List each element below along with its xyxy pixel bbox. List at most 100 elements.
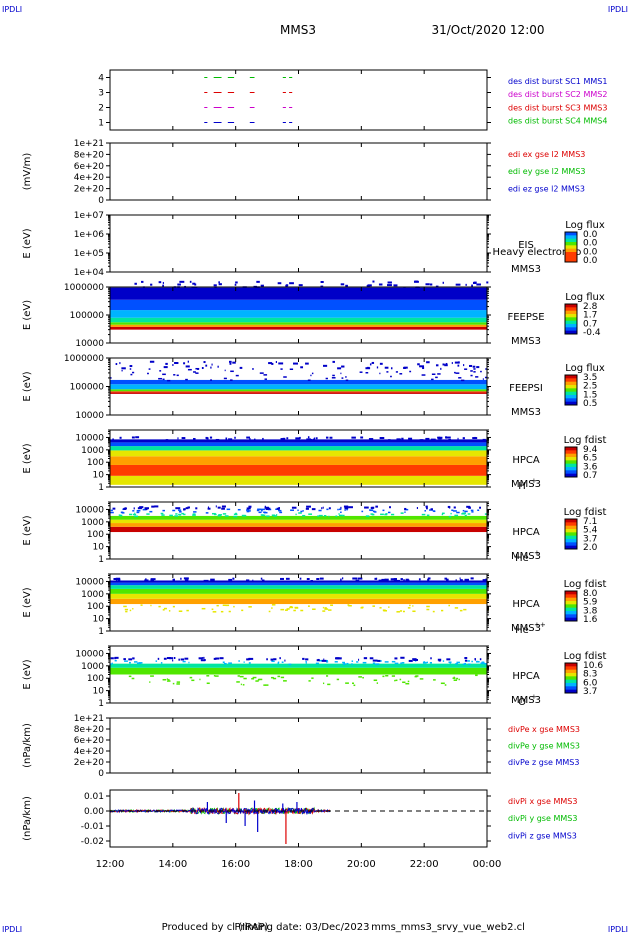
spectrogram-speck (284, 659, 286, 662)
spectrogram-speck (110, 509, 113, 512)
spectrogram-speck (456, 677, 459, 680)
spectrogram-speck (240, 683, 242, 686)
colorbar-title: Log flux (565, 220, 605, 231)
spectrogram-speck (249, 438, 251, 441)
colorbar-tick-label: 0.5 (583, 399, 597, 409)
spectrogram-speck (340, 506, 342, 509)
spectrogram-speck (343, 505, 349, 508)
spectrogram-speck (221, 507, 225, 510)
spectrogram-speck (387, 281, 392, 284)
spectrogram-speck (473, 281, 477, 284)
spectrogram-speck (313, 437, 316, 440)
panel-frame (109, 142, 488, 201)
spectrogram-speck (319, 577, 324, 580)
spectrogram-speck (187, 368, 192, 371)
panel-frame (109, 214, 488, 273)
panel-frame (109, 789, 488, 848)
spectrogram-speck (177, 437, 179, 440)
spectrogram-speck (484, 663, 488, 665)
colorbar-frame (564, 446, 578, 478)
corner-label-bottom-right: IPDLI (608, 925, 628, 934)
spectrogram-speck (429, 661, 432, 664)
colorbar-swatch (565, 673, 577, 677)
spectrogram-speck (230, 580, 233, 583)
spectrogram-speck (212, 611, 217, 613)
spectrogram-speck (416, 507, 418, 510)
spectrogram-speck (260, 284, 264, 287)
colorbar-swatch (565, 457, 577, 461)
spectrogram-speck (400, 656, 405, 659)
spectrogram-speck (211, 608, 214, 611)
spectrogram-speck (445, 436, 447, 439)
colorbar-tick-label: 0.0 (583, 239, 598, 249)
colorbar-swatch (565, 607, 577, 612)
spectrogram-speck (385, 674, 389, 677)
spectrogram-speck (134, 282, 137, 285)
spectrogram-speck (203, 656, 205, 659)
colorbar-swatch (565, 235, 577, 240)
spectrogram-speck (271, 362, 274, 365)
spectrogram-speck (466, 505, 470, 508)
spectrogram-speck (336, 678, 340, 681)
spectrogram-speck (300, 510, 303, 513)
spectrogram-speck (205, 512, 209, 514)
spectrogram-speck (265, 684, 269, 686)
spectrogram-speck (146, 513, 150, 515)
spectrogram-speck (291, 506, 297, 509)
spectrogram-speck (482, 438, 486, 441)
spectrogram-speck (273, 658, 277, 661)
spectrogram-speck (388, 606, 390, 608)
colorbar-swatch (565, 519, 577, 523)
colorbar-title: Log fdist (564, 579, 607, 590)
spectrogram-speck (110, 657, 114, 660)
spectrogram-speck (124, 660, 128, 662)
spectrogram-speck (345, 376, 347, 378)
spectrogram-speck (335, 515, 338, 517)
spectrogram-speck (457, 361, 460, 364)
spectrogram-speck (369, 657, 374, 660)
spectrogram-speck (307, 379, 311, 381)
y-tick-label: 1000 (81, 662, 104, 672)
spectrogram-speck (286, 437, 289, 440)
spectrogram-speck (372, 280, 375, 283)
spectrogram-speck (412, 610, 416, 613)
colorbar-swatch (565, 611, 577, 615)
spectrogram-speck (369, 509, 374, 512)
x-tick-label: 00:00 (473, 859, 502, 870)
spectrogram-speck (283, 376, 287, 378)
spacecraft-label: MMS3 (511, 479, 541, 490)
spectrogram-speck (235, 512, 237, 515)
y-tick-label: 0.01 (84, 792, 104, 802)
spectrogram-speck (399, 438, 401, 441)
colorbar-swatch (565, 395, 577, 399)
spectrogram-speck (390, 375, 392, 378)
legend-entry: edi ez gse l2 MMS3 (508, 184, 585, 193)
colorbar-swatch (565, 447, 577, 451)
spectrogram-speck (471, 284, 473, 287)
legend-entry: divPe y gse MMS3 (508, 741, 580, 750)
spectrogram-speck (295, 437, 301, 440)
spectrogram-speck (261, 579, 265, 582)
spectrogram-speck (188, 661, 190, 664)
spectrogram-speck (448, 604, 450, 607)
spectrogram-speck (469, 364, 473, 367)
spectrogram-speck (252, 676, 257, 679)
colorbar-swatch (565, 601, 577, 605)
y-tick-label: 10 (93, 615, 105, 625)
spectrogram-speck (351, 663, 353, 665)
spectrogram-speck (330, 604, 334, 606)
spectrogram-speck (239, 366, 243, 369)
spectrogram-band (110, 287, 487, 300)
spectrogram-speck (408, 659, 413, 662)
spectrogram-speck (194, 283, 197, 286)
species-charge-label: ++ (534, 621, 546, 629)
spectrogram-speck (312, 438, 315, 441)
spectrogram-speck (266, 507, 271, 510)
y-tick-label: 1e+21 (74, 139, 104, 149)
spectrogram-speck (344, 509, 346, 511)
spectrogram-speck (130, 373, 133, 376)
spectrogram-speck (275, 508, 278, 511)
spectrogram-speck (113, 577, 118, 580)
